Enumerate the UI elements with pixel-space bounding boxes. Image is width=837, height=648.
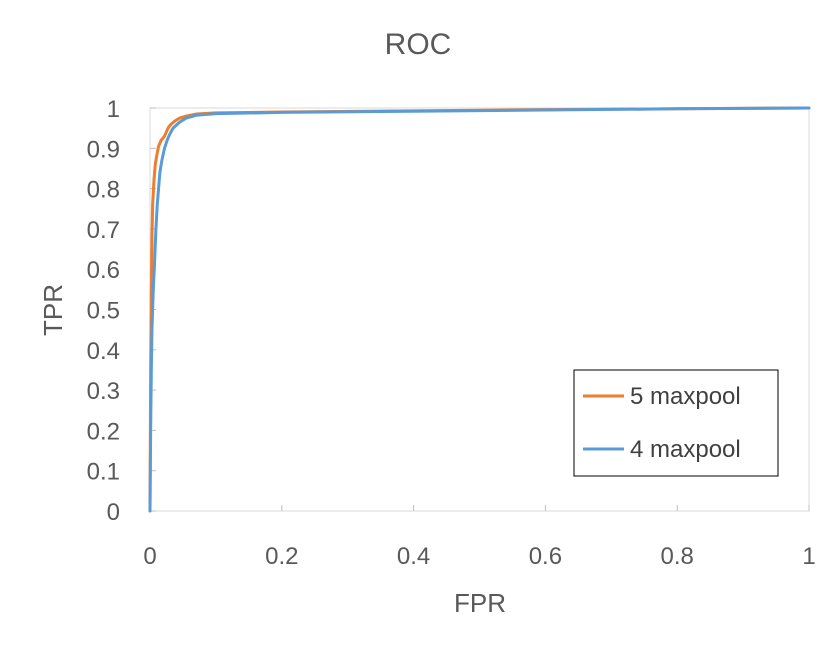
y-axis: 0 0.1 0.2 0.3 0.4 0.5 0.6 0.7 0.8 0.9 1	[87, 96, 156, 526]
y-tick-label: 0.9	[87, 136, 120, 163]
x-tick-label: 0.2	[265, 543, 298, 570]
y-tick-label: 0.8	[87, 177, 120, 204]
y-tick-label: 0.5	[87, 298, 120, 325]
y-tick-label: 0.6	[87, 257, 120, 284]
x-tick-label: 0.8	[661, 543, 694, 570]
y-tick-label: 0.3	[87, 378, 120, 405]
series-line-4-maxpool	[148, 106, 811, 513]
y-tick-label: 0.4	[87, 338, 120, 365]
x-axis: 0 0.2 0.4 0.6 0.8 1	[143, 505, 816, 570]
legend: 5 maxpool 4 maxpool	[573, 369, 779, 477]
legend-box	[573, 369, 779, 477]
x-tick-label: 0.4	[397, 543, 430, 570]
y-tick-label: 0.1	[87, 459, 120, 486]
x-tick-label: 1	[802, 543, 815, 570]
y-tick-label: 0.7	[87, 217, 120, 244]
y-tick-label: 0.2	[87, 418, 120, 445]
x-axis-label: FPR	[454, 588, 506, 618]
series-layer	[148, 106, 811, 513]
chart-title: ROC	[385, 28, 452, 61]
x-tick-label: 0.6	[529, 543, 562, 570]
legend-label-4-maxpool: 4 maxpool	[630, 436, 741, 463]
y-tick-label: 0	[107, 499, 120, 526]
y-tick-label: 1	[107, 96, 120, 123]
y-axis-label: TPR	[38, 284, 68, 336]
legend-label-5-maxpool: 5 maxpool	[630, 383, 741, 410]
x-tick-label: 0	[143, 543, 156, 570]
